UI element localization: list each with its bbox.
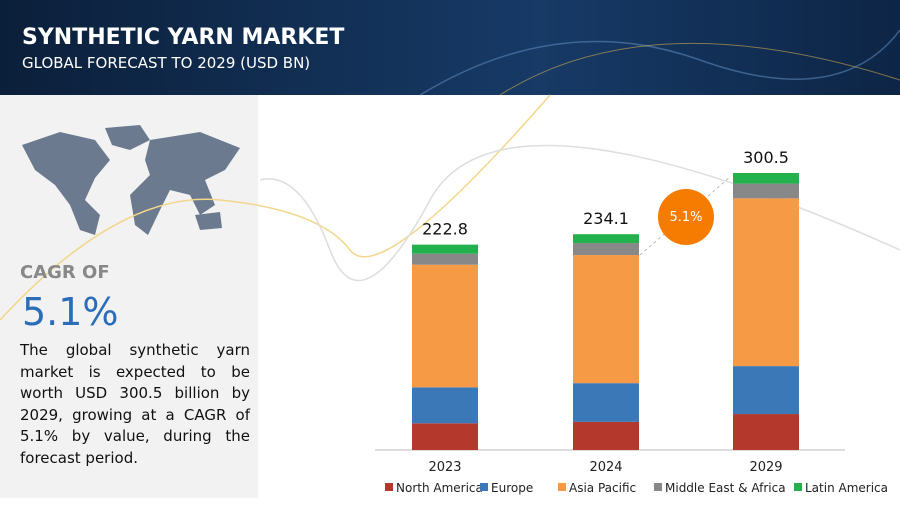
cagr-value: 5.1%: [22, 290, 119, 334]
bar-segment: [412, 264, 478, 388]
decor: [0, 94, 551, 321]
bar-segment: [733, 198, 799, 367]
x-tick-label: 2023: [428, 460, 461, 475]
x-tick-label: 2029: [749, 460, 782, 475]
legend-swatch: [654, 483, 662, 491]
bar-segment: [573, 421, 639, 450]
legend-swatch: [385, 483, 393, 491]
bar-segment: [733, 414, 799, 450]
bar-segment: [573, 383, 639, 422]
bar-segment: [573, 243, 639, 256]
total-label: 222.8: [422, 220, 468, 239]
bar-segment: [733, 183, 799, 199]
bar-segment: [733, 366, 799, 415]
decor: [259, 144, 900, 282]
total-label: 300.5: [743, 148, 789, 167]
legend-swatch: [480, 483, 488, 491]
legend-swatch: [794, 483, 802, 491]
subtitle: GLOBAL FORECAST TO 2029 (USD BN): [22, 54, 310, 72]
legend-swatch: [558, 483, 566, 491]
bar-segment: [412, 387, 478, 424]
legend-label: Europe: [491, 481, 533, 495]
bar-segment: [412, 423, 478, 450]
cagr-bubble-label: 5.1%: [669, 210, 702, 225]
legend-label: Asia Pacific: [569, 481, 636, 495]
legend-label: North America: [396, 481, 483, 495]
legend-label: Latin America: [805, 481, 888, 495]
decor: [419, 29, 900, 96]
x-tick-label: 2024: [589, 460, 622, 475]
bar-segment: [412, 244, 478, 254]
bar-segment: [573, 234, 639, 244]
total-label: 234.1: [583, 209, 629, 228]
cagr-bubble: [658, 189, 714, 245]
summary-text: The global synthetic yarn market is expe…: [20, 341, 250, 467]
cagr-label: CAGR OF: [20, 262, 110, 283]
trend-arrow: [639, 176, 731, 256]
bar-segment: [573, 255, 639, 384]
bar-segment: [412, 253, 478, 265]
legend-label: Middle East & Africa: [665, 481, 786, 495]
title: SYNTHETIC YARN MARKET: [22, 25, 344, 50]
decor: [499, 42, 900, 96]
world-map: [22, 125, 240, 235]
bar-segment: [733, 173, 799, 184]
